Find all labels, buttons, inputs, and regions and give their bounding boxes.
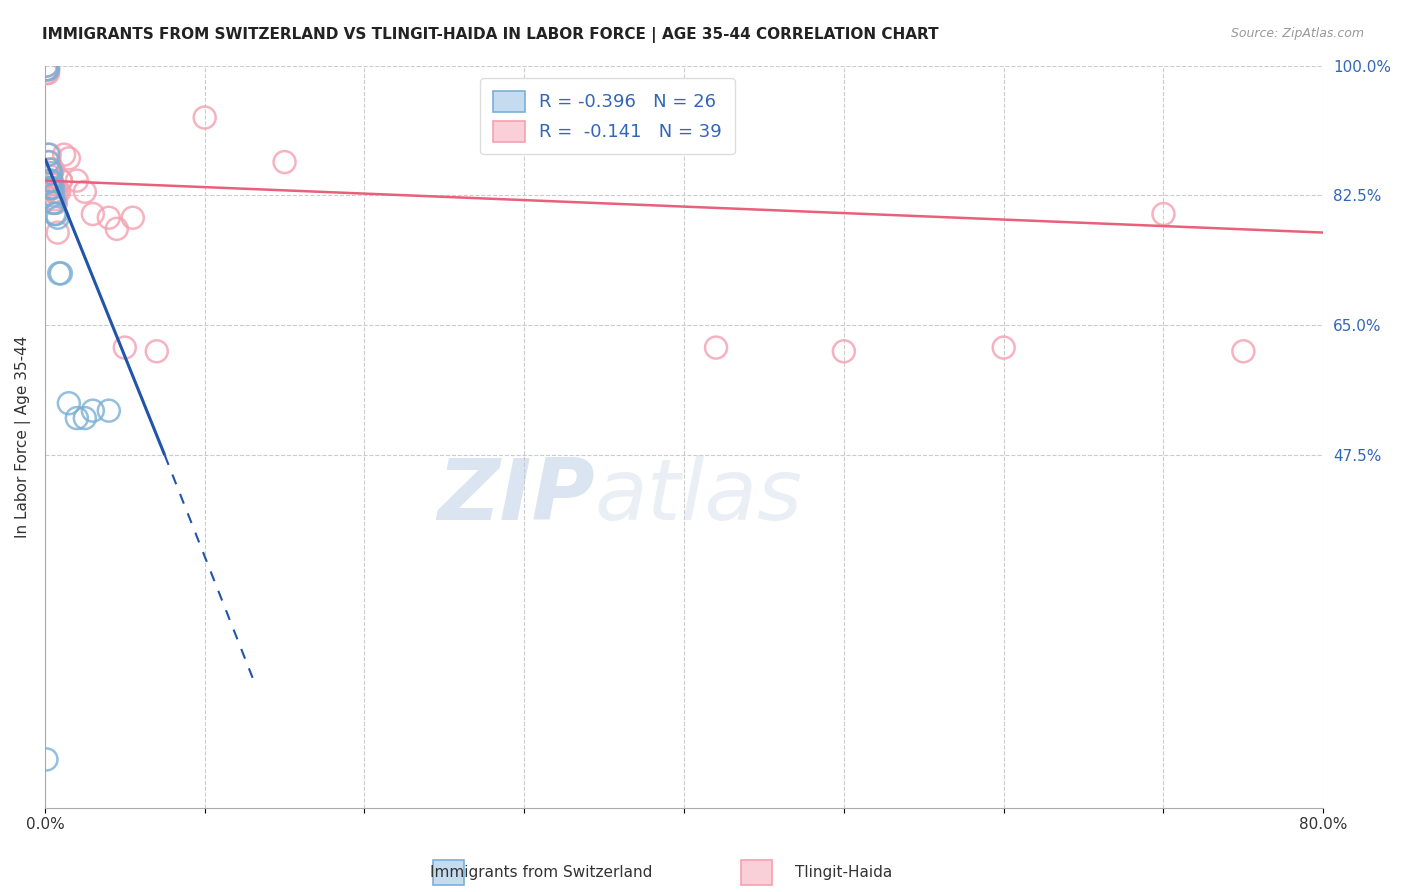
Point [38, 147, 60, 161]
Point [42, 188, 65, 202]
Point [97, 211, 120, 225]
Legend: R = -0.396   N = 26, R =  -0.141   N = 39: R = -0.396 N = 26, R = -0.141 N = 39 [479, 78, 735, 154]
Point [44, 195, 66, 210]
Point [66, 173, 89, 187]
Point [35, 66, 58, 80]
Point [39, 169, 62, 184]
Point [39, 178, 62, 192]
Point [704, 341, 727, 355]
Point [35, 59, 58, 73]
Point [37, 62, 59, 77]
Point [73, 411, 96, 425]
Point [46, 211, 69, 225]
Point [35, 752, 58, 766]
Point [38, 181, 60, 195]
Text: Immigrants from Switzerland: Immigrants from Switzerland [430, 865, 652, 880]
Point [42, 178, 65, 192]
Point [39, 166, 62, 180]
Point [49, 266, 72, 280]
Point [44, 207, 66, 221]
Point [37, 66, 59, 80]
Point [37, 62, 59, 77]
Point [97, 403, 120, 417]
Point [121, 211, 143, 225]
Point [38, 162, 60, 177]
Point [39, 173, 62, 187]
Point [48, 185, 70, 199]
Point [194, 111, 217, 125]
Text: Tlingit-Haida: Tlingit-Haida [794, 865, 893, 880]
Text: IMMIGRANTS FROM SWITZERLAND VS TLINGIT-HAIDA IN LABOR FORCE | AGE 35-44 CORRELAT: IMMIGRANTS FROM SWITZERLAND VS TLINGIT-H… [42, 27, 939, 43]
Point [35, 62, 58, 77]
Point [49, 173, 72, 187]
Point [114, 341, 136, 355]
Point [45, 195, 67, 210]
Point [42, 195, 65, 210]
Point [832, 344, 855, 359]
Point [44, 192, 66, 206]
Text: ZIP: ZIP [437, 455, 595, 538]
Point [46, 226, 69, 240]
Point [73, 185, 96, 199]
Point [35, 62, 58, 77]
Point [45, 207, 67, 221]
Point [66, 411, 89, 425]
Point [39, 181, 62, 195]
Point [44, 185, 66, 199]
Point [35, 59, 58, 73]
Point [105, 222, 128, 236]
Point [82, 207, 104, 221]
Point [37, 147, 59, 161]
Y-axis label: In Labor Force | Age 35-44: In Labor Force | Age 35-44 [15, 335, 31, 538]
Point [42, 181, 65, 195]
Point [1232, 344, 1254, 359]
Point [42, 185, 65, 199]
Text: Source: ZipAtlas.com: Source: ZipAtlas.com [1230, 27, 1364, 40]
Point [273, 155, 295, 169]
Point [58, 152, 80, 166]
Point [39, 162, 62, 177]
Point [145, 344, 167, 359]
Point [38, 173, 60, 187]
Point [993, 341, 1015, 355]
Point [46, 185, 69, 199]
Point [82, 403, 104, 417]
Point [42, 162, 65, 177]
Point [58, 396, 80, 410]
Point [53, 147, 76, 161]
Text: atlas: atlas [595, 455, 803, 538]
Point [1153, 207, 1175, 221]
Point [48, 266, 70, 280]
Point [49, 173, 72, 187]
Point [38, 155, 60, 169]
Point [37, 155, 59, 169]
Point [45, 185, 67, 199]
